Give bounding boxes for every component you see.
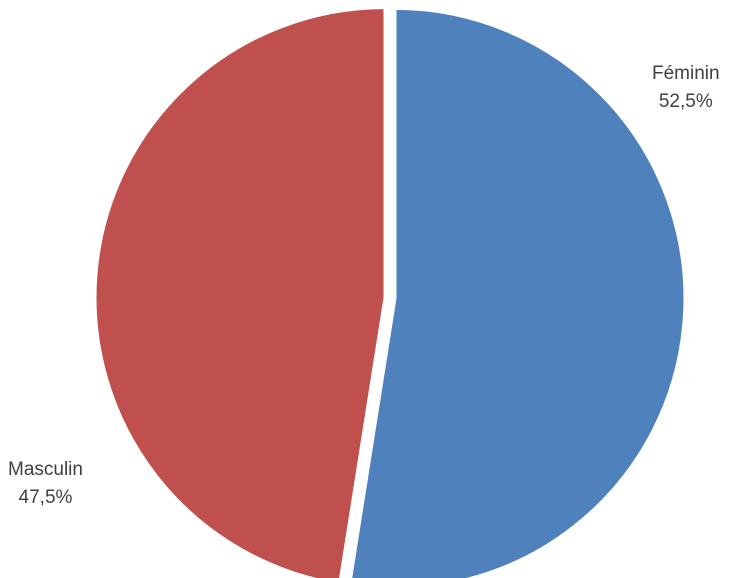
data-label-feminin: Féminin 52,5% <box>652 60 720 116</box>
data-label-feminin-name: Féminin <box>652 63 720 84</box>
data-label-feminin-value: 52,5% <box>658 91 713 112</box>
pie-slices <box>93 6 687 578</box>
pie-slice-feminin <box>349 6 687 578</box>
data-label-masculin-value: 47,5% <box>18 487 73 508</box>
pie-slice-masculin <box>93 6 387 578</box>
data-label-masculin: Masculin 47,5% <box>8 456 83 512</box>
data-label-masculin-name: Masculin <box>8 459 83 480</box>
